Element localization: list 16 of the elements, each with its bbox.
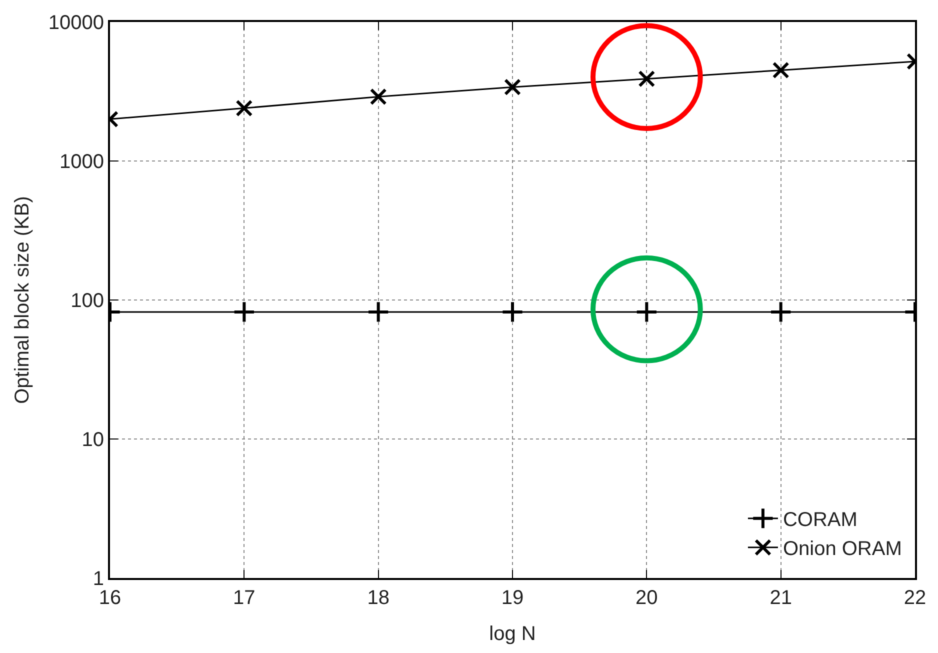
x-tick-label: 17 [233, 587, 256, 609]
y-axis-title: Optimal block size (KB) [11, 196, 34, 404]
x-tick-label: 22 [904, 587, 926, 609]
x-tick-label: 16 [98, 587, 122, 609]
x-tick-label: 19 [501, 587, 524, 609]
y-tick-label: 1000 [60, 151, 104, 173]
x-axis-title: log N [489, 623, 536, 645]
y-tick-label: 100 [70, 290, 104, 312]
y-tick-label: 10000 [48, 12, 104, 34]
legend-label: Onion ORAM [782, 538, 902, 560]
legend-label: CORAM [782, 509, 858, 532]
y-tick-label: 10 [82, 429, 104, 451]
x-tick-label: 21 [770, 587, 792, 609]
y-tick-label: 1 [92, 568, 104, 590]
x-tick-label: 20 [636, 587, 658, 609]
x-tick-label: 18 [367, 587, 390, 609]
